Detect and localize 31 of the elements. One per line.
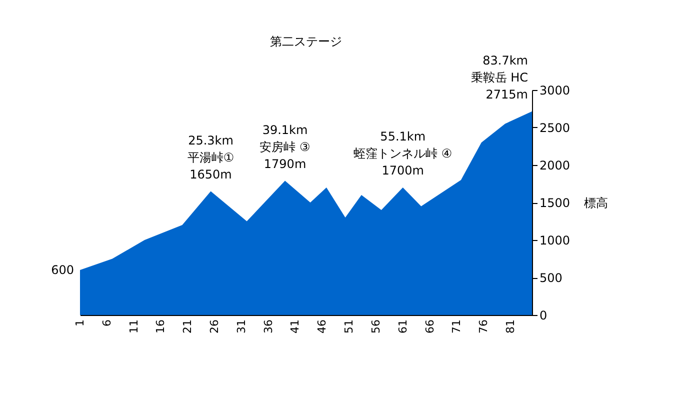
y-tick-label: 2500 <box>540 121 570 135</box>
y-tick-label: 1500 <box>540 196 570 210</box>
annotation: 25.3km 平湯峠① 1650m <box>187 133 234 182</box>
x-tick-label: 66 <box>423 320 436 334</box>
y-tick-label: 0 <box>540 308 548 322</box>
x-tick-label: 41 <box>288 320 302 334</box>
y-axis-title: 標高 <box>584 196 608 210</box>
x-tick-label: 1 <box>74 320 86 326</box>
x-tick-label: 31 <box>234 320 248 334</box>
x-tick-label: 71 <box>450 320 464 334</box>
x-tick-label: 26 <box>208 320 222 334</box>
annotation: 39.1km 安房峠 ③ 1790m <box>260 122 310 171</box>
annotation: 600 <box>51 263 74 277</box>
x-tick-label: 56 <box>369 320 382 334</box>
x-tick-label: 11 <box>127 320 140 334</box>
y-tick-label: 3000 <box>540 84 570 98</box>
annotation: 55.1km 蛭窪トンネル峠 ④ 1700m <box>354 130 452 178</box>
x-tick-label: 46 <box>316 320 329 334</box>
y-tick-label: 500 <box>540 271 562 285</box>
x-tick-label: 81 <box>504 320 517 334</box>
x-tick-label: 51 <box>342 320 356 334</box>
x-tick-label: 21 <box>181 320 194 334</box>
annotation: 83.7km 乗鞍岳 HC 2715m <box>470 53 528 102</box>
y-tick-label: 1000 <box>540 234 570 248</box>
chart-title: 第二ステージ <box>270 34 342 48</box>
x-tick-label: 61 <box>396 320 410 334</box>
x-tick-label: 36 <box>262 320 275 334</box>
x-tick-label: 6 <box>100 320 114 326</box>
x-tick-label: 16 <box>154 320 168 334</box>
x-tick-label: 76 <box>477 320 490 334</box>
y-tick-label: 2000 <box>540 158 570 172</box>
